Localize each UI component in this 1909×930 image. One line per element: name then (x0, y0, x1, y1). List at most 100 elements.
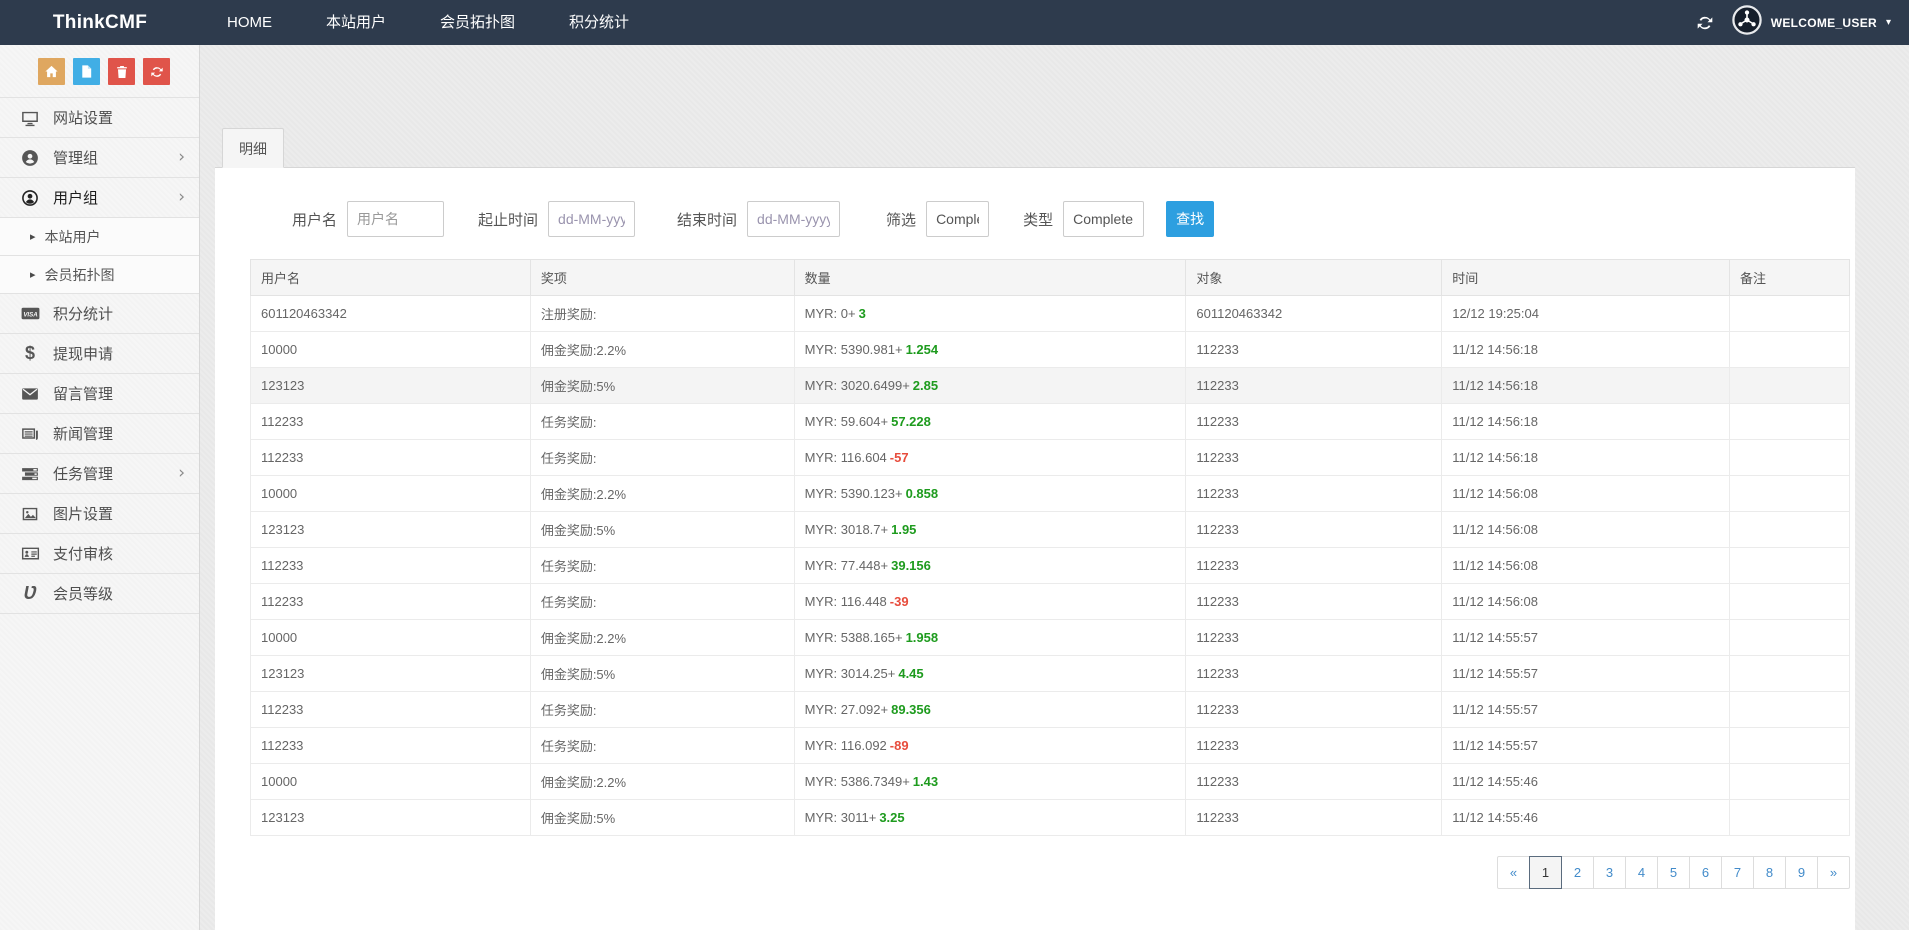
sidebar-item-withdrawal[interactable]: $ 提现申请 (0, 334, 199, 374)
file-button[interactable] (73, 58, 100, 85)
cell-note (1730, 800, 1850, 836)
table-row[interactable]: 10000 佣金奖励:2.2% MYR: 5390.981+1.254 1122… (251, 332, 1850, 368)
table-row[interactable]: 112233 任务奖励: MYR: 116.092-89 112233 11/1… (251, 728, 1850, 764)
tab-details[interactable]: 明细 (222, 128, 284, 168)
user-menu[interactable]: WELCOME_USER ▾ (1732, 5, 1891, 40)
amount-delta: 0.858 (906, 486, 939, 501)
cell-time: 11/12 14:56:08 (1442, 548, 1730, 584)
sidebar-item-news[interactable]: 新闻管理 (0, 414, 199, 454)
sidebar-item-image-settings[interactable]: 图片设置 (0, 494, 199, 534)
pagination-page-6[interactable]: 6 (1689, 856, 1722, 889)
cell-award: 佣金奖励:5% (530, 368, 794, 404)
nav-item-points-stats[interactable]: 积分统计 (542, 0, 656, 45)
table-row[interactable]: 123123 佣金奖励:5% MYR: 3018.7+1.95 112233 1… (251, 512, 1850, 548)
pagination-page-7[interactable]: 7 (1721, 856, 1754, 889)
table-row[interactable]: 112233 任务奖励: MYR: 116.604-57 112233 11/1… (251, 440, 1850, 476)
table-row[interactable]: 10000 佣金奖励:2.2% MYR: 5390.123+0.858 1122… (251, 476, 1850, 512)
visa-card-icon: VISA (17, 304, 43, 323)
sidebar-item-user-group[interactable]: 用户组 › (0, 178, 199, 218)
table-row[interactable]: 112233 任务奖励: MYR: 77.448+39.156 112233 1… (251, 548, 1850, 584)
cell-note (1730, 512, 1850, 548)
monitor-icon (17, 109, 43, 127)
cell-target: 112233 (1186, 692, 1442, 728)
amount-delta: 2.85 (913, 378, 938, 393)
pagination-page-1[interactable]: 1 (1529, 856, 1562, 889)
cell-award: 佣金奖励:2.2% (530, 620, 794, 656)
table-row[interactable]: 123123 佣金奖励:5% MYR: 3020.6499+2.85 11223… (251, 368, 1850, 404)
end-date-input[interactable] (747, 201, 840, 237)
cell-time: 12/12 19:25:04 (1442, 296, 1730, 332)
pagination-page-8[interactable]: 8 (1753, 856, 1786, 889)
recycle-button[interactable] (143, 58, 170, 85)
pagination-page-9[interactable]: 9 (1785, 856, 1818, 889)
table-row[interactable]: 112233 任务奖励: MYR: 59.604+57.228 112233 1… (251, 404, 1850, 440)
top-navbar: ThinkCMF HOME 本站用户 会员拓扑图 积分统计 WELCOME_US… (0, 0, 1909, 45)
cell-username: 123123 (251, 656, 531, 692)
cell-award: 任务奖励: (530, 404, 794, 440)
pagination-next[interactable]: » (1817, 856, 1850, 889)
amount-delta: 3.25 (879, 810, 904, 825)
caret-right-icon: ▸ (30, 230, 36, 243)
cell-time: 11/12 14:55:57 (1442, 656, 1730, 692)
table-row[interactable]: 123123 佣金奖励:5% MYR: 3014.25+4.45 112233 … (251, 656, 1850, 692)
cell-target: 112233 (1186, 548, 1442, 584)
sidebar-item-points-stats[interactable]: VISA 积分统计 (0, 294, 199, 334)
cell-username: 10000 (251, 764, 531, 800)
table-row[interactable]: 112233 任务奖励: MYR: 27.092+89.356 112233 1… (251, 692, 1850, 728)
nav-item-home[interactable]: HOME (200, 0, 299, 45)
sidebar-subitem-site-users[interactable]: ▸ 本站用户 (0, 218, 199, 256)
username-input[interactable] (347, 201, 444, 237)
cell-username: 10000 (251, 620, 531, 656)
cell-time: 11/12 14:56:18 (1442, 332, 1730, 368)
pagination-prev[interactable]: « (1497, 856, 1530, 889)
sidebar-item-member-level[interactable]: Ʋ 会员等级 (0, 574, 199, 614)
table-row[interactable]: 112233 任务奖励: MYR: 116.448-39 112233 11/1… (251, 584, 1850, 620)
sidebar-quick-buttons (0, 45, 199, 97)
start-date-input[interactable] (548, 201, 635, 237)
amount-base: MYR: 59.604+ (805, 414, 888, 429)
user-circle-icon (17, 149, 43, 167)
cell-note (1730, 728, 1850, 764)
cell-award: 任务奖励: (530, 584, 794, 620)
cell-amount: MYR: 5386.7349+1.43 (794, 764, 1186, 800)
refresh-icon[interactable] (1696, 14, 1714, 32)
table-row[interactable]: 601120463342 注册奖励: MYR: 0+3 601120463342… (251, 296, 1850, 332)
sidebar-subitem-member-topology[interactable]: ▸ 会员拓扑图 (0, 256, 199, 294)
sidebar: 网站设置 管理组 › 用户组 › ▸ 本站用户 ▸ 会员拓扑图 VISA (0, 45, 200, 930)
table-row[interactable]: 10000 佣金奖励:2.2% MYR: 5386.7349+1.43 1122… (251, 764, 1850, 800)
cell-time: 11/12 14:55:46 (1442, 800, 1730, 836)
cell-target: 112233 (1186, 440, 1442, 476)
pagination-page-4[interactable]: 4 (1625, 856, 1658, 889)
main-nav: HOME 本站用户 会员拓扑图 积分统计 (200, 0, 656, 45)
trash-button[interactable] (108, 58, 135, 85)
pagination-page-2[interactable]: 2 (1561, 856, 1594, 889)
cell-amount: MYR: 3011+3.25 (794, 800, 1186, 836)
cell-username: 112233 (251, 404, 531, 440)
sidebar-item-site-settings[interactable]: 网站设置 (0, 98, 199, 138)
home-button[interactable] (38, 58, 65, 85)
type-select[interactable] (1063, 201, 1144, 237)
cell-award: 任务奖励: (530, 692, 794, 728)
sidebar-item-admin-group[interactable]: 管理组 › (0, 138, 199, 178)
cell-target: 112233 (1186, 656, 1442, 692)
cell-time: 11/12 14:55:57 (1442, 728, 1730, 764)
sidebar-item-tasks[interactable]: 任务管理 › (0, 454, 199, 494)
table-row[interactable]: 10000 佣金奖励:2.2% MYR: 5388.165+1.958 1122… (251, 620, 1850, 656)
start-time-label: 起止时间 (478, 209, 538, 230)
cell-time: 11/12 14:56:18 (1442, 368, 1730, 404)
cell-award: 注册奖励: (530, 296, 794, 332)
filter-select[interactable] (926, 201, 989, 237)
table-row[interactable]: 123123 佣金奖励:5% MYR: 3011+3.25 112233 11/… (251, 800, 1850, 836)
nav-item-site-users[interactable]: 本站用户 (299, 0, 413, 45)
pagination-page-3[interactable]: 3 (1593, 856, 1626, 889)
search-button[interactable]: 查找 (1166, 201, 1214, 237)
filter-label: 筛选 (886, 209, 916, 230)
sidebar-item-messages[interactable]: 留言管理 (0, 374, 199, 414)
username-label: 用户名 (292, 209, 337, 230)
cell-time: 11/12 14:55:57 (1442, 692, 1730, 728)
cell-note (1730, 476, 1850, 512)
brand-logo[interactable]: ThinkCMF (0, 12, 200, 34)
sidebar-item-payment-review[interactable]: 支付审核 (0, 534, 199, 574)
pagination-page-5[interactable]: 5 (1657, 856, 1690, 889)
nav-item-member-topology[interactable]: 会员拓扑图 (413, 0, 542, 45)
